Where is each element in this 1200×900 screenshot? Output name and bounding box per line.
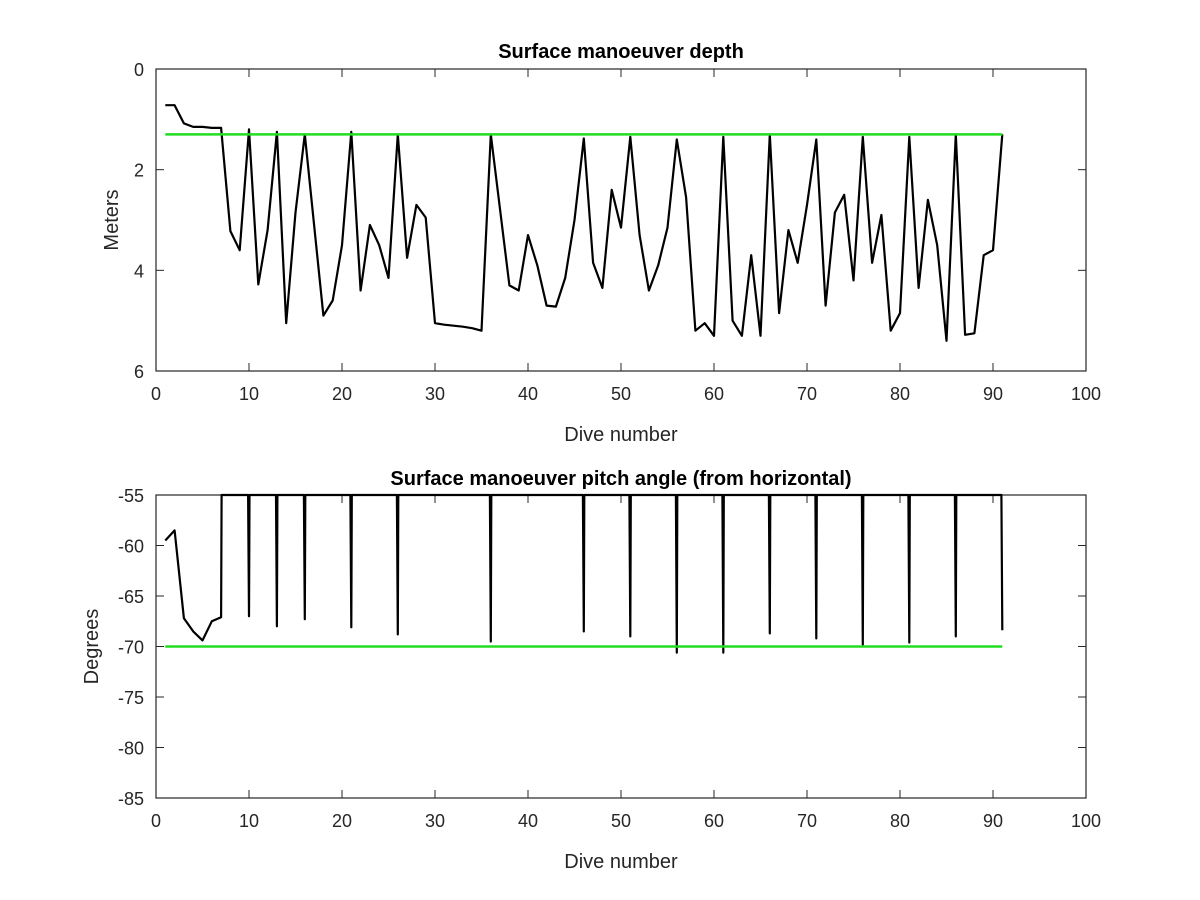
- depth-y-tick-label: 0: [134, 60, 144, 80]
- pitch-y-tick-label: -80: [118, 739, 144, 759]
- pitch-y-tick-label: -60: [118, 537, 144, 557]
- pitch-x-tick-label: 80: [890, 811, 910, 831]
- depth-x-axis-label: Dive number: [564, 424, 678, 446]
- depth-x-tick-label: 90: [983, 384, 1003, 404]
- depth-y-axis-label: Meters: [101, 189, 123, 250]
- pitch-x-tick-label: 30: [425, 811, 445, 831]
- depth-x-tick-label: 100: [1071, 384, 1101, 404]
- depth-panel: 0 10 20 30 40 50 60 70 80 90 100 0 2 4 6 Surface manoeu…: [101, 41, 1101, 446]
- depth-x-tick-label: 20: [332, 384, 352, 404]
- pitch-y-tick-label: -70: [118, 638, 144, 658]
- pitch-y-tick-label: -65: [118, 587, 144, 607]
- depth-y-tick-label: 4: [134, 261, 144, 281]
- pitch-y-tick-label: -75: [118, 688, 144, 708]
- depth-x-tick-label: 40: [518, 384, 538, 404]
- depth-x-tick-label: 0: [151, 384, 161, 404]
- depth-x-tick-label: 30: [425, 384, 445, 404]
- depth-x-tick-label: 80: [890, 384, 910, 404]
- pitch-x-tick-label: 90: [983, 811, 1003, 831]
- pitch-y-tick-label: -85: [118, 789, 144, 809]
- pitch-panel: 0 10 20 30 40 50 60 70 80 90 100 -55 -60 -65 -70 -75 -80…: [81, 468, 1101, 873]
- depth-x-tick-label: 70: [797, 384, 817, 404]
- depth-y-tick-label: 2: [134, 161, 144, 181]
- depth-x-tick-label: 50: [611, 384, 631, 404]
- pitch-x-tick-label: 10: [239, 811, 259, 831]
- pitch-x-tick-label: 0: [151, 811, 161, 831]
- pitch-data-line: [164, 493, 1004, 654]
- depth-x-tick-label: 10: [239, 384, 259, 404]
- depth-y-tick-label: 6: [134, 362, 144, 382]
- depth-chart-title: Surface manoeuver depth: [498, 41, 744, 63]
- pitch-x-tick-label: 70: [797, 811, 817, 831]
- pitch-x-axis-label: Dive number: [564, 851, 678, 873]
- pitch-x-tick-label: 60: [704, 811, 724, 831]
- pitch-x-tick-label: 40: [518, 811, 538, 831]
- pitch-y-axis-label: Degrees: [81, 609, 103, 685]
- pitch-y-tick-label: -55: [118, 486, 144, 506]
- pitch-x-tick-label: 100: [1071, 811, 1101, 831]
- pitch-chart-title: Surface manoeuver pitch angle (from hori…: [390, 468, 851, 490]
- pitch-x-tick-label: 50: [611, 811, 631, 831]
- pitch-x-tick-label: 20: [332, 811, 352, 831]
- depth-x-tick-label: 60: [704, 384, 724, 404]
